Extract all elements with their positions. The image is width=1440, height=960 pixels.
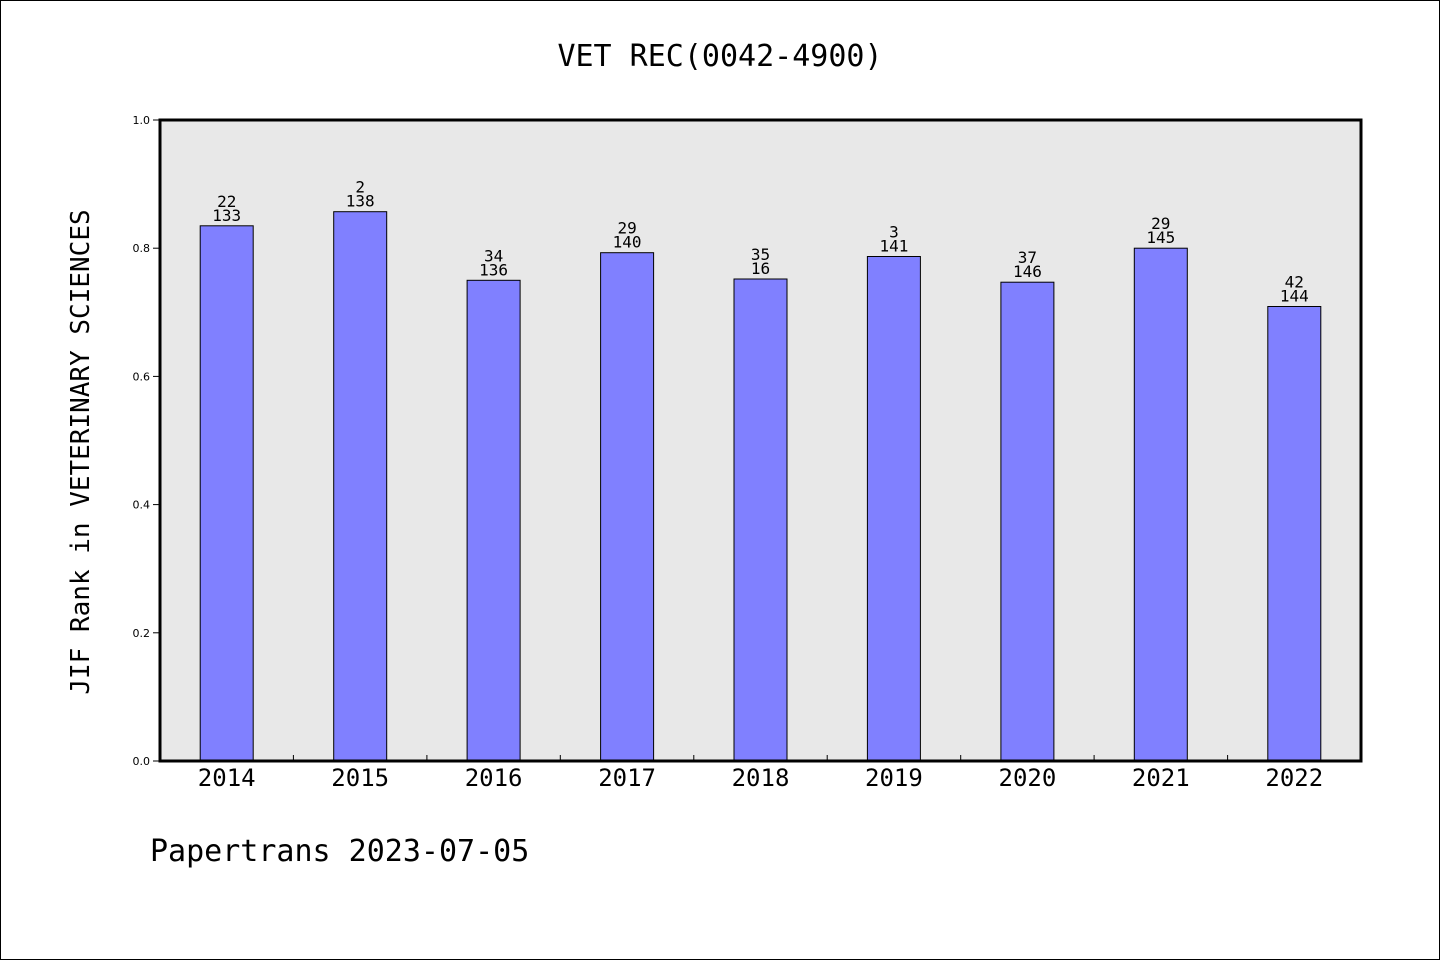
rank-label-2017: 29 xyxy=(617,219,636,238)
bar-2016 xyxy=(466,279,521,762)
rank-label-2019: 3 xyxy=(889,223,899,242)
x-tick-label-2018: 2018 xyxy=(732,764,790,792)
chart-title: VET REC(0042-4900) xyxy=(557,39,882,74)
x-tick-label-2016: 2016 xyxy=(465,764,523,792)
y-axis-label: JIF Rank in VETERINARY SCIENCES xyxy=(66,209,96,694)
x-tick-label-2022: 2022 xyxy=(1265,764,1323,792)
bars-group xyxy=(199,211,1322,762)
total-label-2021: 145 xyxy=(1146,228,1175,247)
total-label-2016: 136 xyxy=(479,260,508,279)
total-label-2018: 16 xyxy=(751,259,770,278)
bar-2020 xyxy=(1000,281,1055,762)
y-axis-ticks: 0.0 0.2 0.4 0.6 0.8 1.0 xyxy=(133,114,160,768)
bar-2015 xyxy=(333,211,388,762)
x-tick-label-2019: 2019 xyxy=(865,764,923,792)
total-label-2014: 133 xyxy=(212,206,241,225)
total-label-2022: 144 xyxy=(1280,287,1309,306)
bar-2019 xyxy=(866,256,921,762)
y-tick-label-1.0: 1.0 xyxy=(133,114,151,127)
x-tick-label-2015: 2015 xyxy=(331,764,389,792)
rank-label-2016: 34 xyxy=(484,246,503,265)
bar-2021 xyxy=(1133,247,1188,762)
rank-label-2020: 37 xyxy=(1018,248,1037,267)
rank-label-2015: 2 xyxy=(355,178,365,197)
y-tick-label-0.0: 0.0 xyxy=(133,755,151,768)
total-label-2017: 140 xyxy=(613,233,642,252)
y-tick-label-0.2: 0.2 xyxy=(133,627,151,640)
x-axis-ticks: 2014 2015 2016 2017 2018 2019 2020 2021 2022 xyxy=(198,755,1323,792)
rank-label-2022: 42 xyxy=(1285,273,1304,292)
x-tick-label-2021: 2021 xyxy=(1132,764,1190,792)
total-label-2015: 138 xyxy=(346,192,375,211)
x-tick-label-2020: 2020 xyxy=(999,764,1057,792)
data-labels-group: 2213321383413629140351631413714629145421… xyxy=(212,178,1309,306)
x-tick-label-2014: 2014 xyxy=(198,764,256,792)
total-label-2019: 141 xyxy=(879,237,908,256)
bar-2014 xyxy=(199,225,254,762)
y-tick-label-0.8: 0.8 xyxy=(133,242,151,255)
total-label-2020: 146 xyxy=(1013,262,1042,281)
rank-label-2021: 29 xyxy=(1151,214,1170,233)
footer-watermark-text: Papertrans 2023-07-05 xyxy=(150,834,530,869)
bar-2018 xyxy=(733,278,788,762)
bar-2022 xyxy=(1267,306,1322,762)
rank-label-2018: 35 xyxy=(751,245,770,264)
x-tick-label-2017: 2017 xyxy=(598,764,656,792)
rank-label-2014: 22 xyxy=(217,192,236,211)
plot-border xyxy=(158,118,1363,763)
y-tick-label-0.4: 0.4 xyxy=(133,499,151,512)
bar-2017 xyxy=(600,252,655,762)
y-tick-label-0.6: 0.6 xyxy=(133,370,151,383)
